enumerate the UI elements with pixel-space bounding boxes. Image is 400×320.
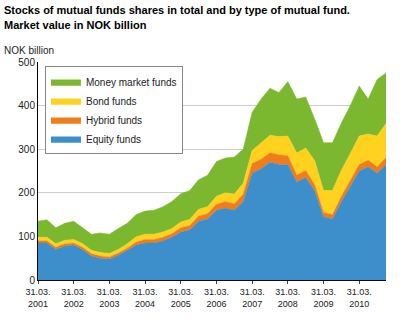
svg-text:Stocks of mutual funds shares: Stocks of mutual funds shares in total a… bbox=[4, 4, 350, 30]
svg-text:31.03.2003: 31.03.2003 bbox=[97, 287, 122, 309]
svg-text:Money market funds: Money market funds bbox=[86, 77, 177, 88]
svg-text:31.03.2002: 31.03.2002 bbox=[61, 287, 86, 309]
svg-text:31.03.2009: 31.03.2009 bbox=[311, 287, 336, 309]
svg-text:31.03.2006: 31.03.2006 bbox=[204, 287, 229, 309]
svg-text:NOK billion: NOK billion bbox=[4, 45, 54, 56]
svg-text:31.03.2001: 31.03.2001 bbox=[25, 287, 50, 309]
svg-text:Bond funds: Bond funds bbox=[86, 96, 137, 107]
svg-text:31.03.2007: 31.03.2007 bbox=[240, 287, 265, 309]
svg-text:31.03.2004: 31.03.2004 bbox=[133, 287, 158, 309]
svg-text:31.03.2005: 31.03.2005 bbox=[168, 287, 193, 309]
svg-text:200: 200 bbox=[18, 187, 35, 198]
svg-text:100: 100 bbox=[18, 231, 35, 242]
svg-text:Equity funds: Equity funds bbox=[86, 134, 141, 145]
svg-text:31.03.2010: 31.03.2010 bbox=[347, 287, 372, 309]
svg-text:31.03.2008: 31.03.2008 bbox=[275, 287, 300, 309]
svg-text:0: 0 bbox=[29, 275, 35, 286]
svg-text:Hybrid funds: Hybrid funds bbox=[86, 115, 142, 126]
svg-text:500: 500 bbox=[18, 57, 35, 68]
svg-text:300: 300 bbox=[18, 144, 35, 155]
svg-text:400: 400 bbox=[18, 100, 35, 111]
